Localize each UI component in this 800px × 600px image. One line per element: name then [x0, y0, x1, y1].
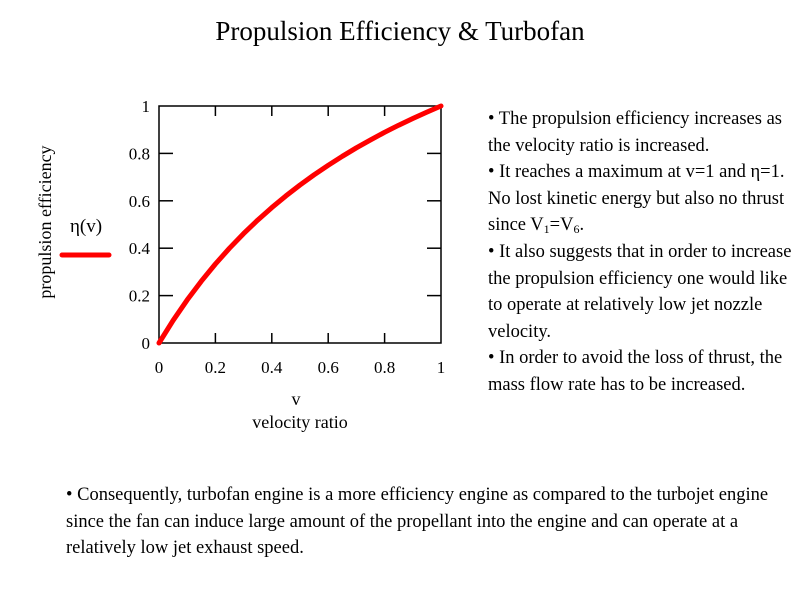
y-axis-label: propulsion efficiency	[35, 145, 55, 298]
bullet-2-mid: =1. No lost kinetic energy but also no t…	[488, 162, 785, 236]
x-tick-label: 1	[437, 358, 446, 377]
x-axis-label: v	[292, 389, 301, 409]
bullet-2-pre: • It reaches a maximum at v=1 and	[488, 162, 751, 183]
x-tick-label: 0.2	[205, 358, 226, 377]
bullet-3: • It also suggests that in order to incr…	[488, 241, 792, 342]
x-tick-label: 0	[155, 358, 164, 377]
y-tick-label: 0.2	[129, 287, 150, 306]
bullet-1: • The propulsion efficiency increases as…	[488, 109, 782, 156]
y-tick-label: 0	[142, 334, 151, 353]
y-tick-label: 0.8	[129, 144, 150, 163]
x-tick-label: 0.6	[318, 358, 339, 377]
x-tick-label: 0.8	[374, 358, 395, 377]
y-tick-label: 0.4	[129, 239, 151, 258]
bullet-2: • It reaches a maximum at v=1 and η=1. N…	[488, 159, 796, 239]
bullet-2-post: .	[579, 215, 585, 236]
y-tick-label: 1	[142, 97, 151, 116]
conclusion-text: • Consequently, turbofan engine is a mor…	[66, 482, 786, 562]
slide-title: Propulsion Efficiency & Turbofan	[215, 16, 585, 46]
legend-label: η(v)	[70, 216, 102, 237]
subscript-6: 6	[573, 222, 580, 237]
bullet-list: • The propulsion efficiency increases as…	[488, 106, 796, 399]
series-line-eta	[156, 103, 444, 346]
bullet-4: • In order to avoid the loss of thrust, …	[488, 348, 783, 395]
plot-frame	[158, 105, 442, 344]
bullet-2-eq: =V	[549, 215, 574, 236]
x-tick-label: 0.4	[261, 358, 283, 377]
conclusion-paragraph: • Consequently, turbofan engine is a mor…	[66, 485, 769, 559]
eta-symbol: η	[750, 162, 761, 183]
y-tick-label: 0.6	[129, 192, 150, 211]
subscript-1: 1	[543, 222, 550, 237]
x-axis-sublabel: velocity ratio	[252, 412, 347, 432]
